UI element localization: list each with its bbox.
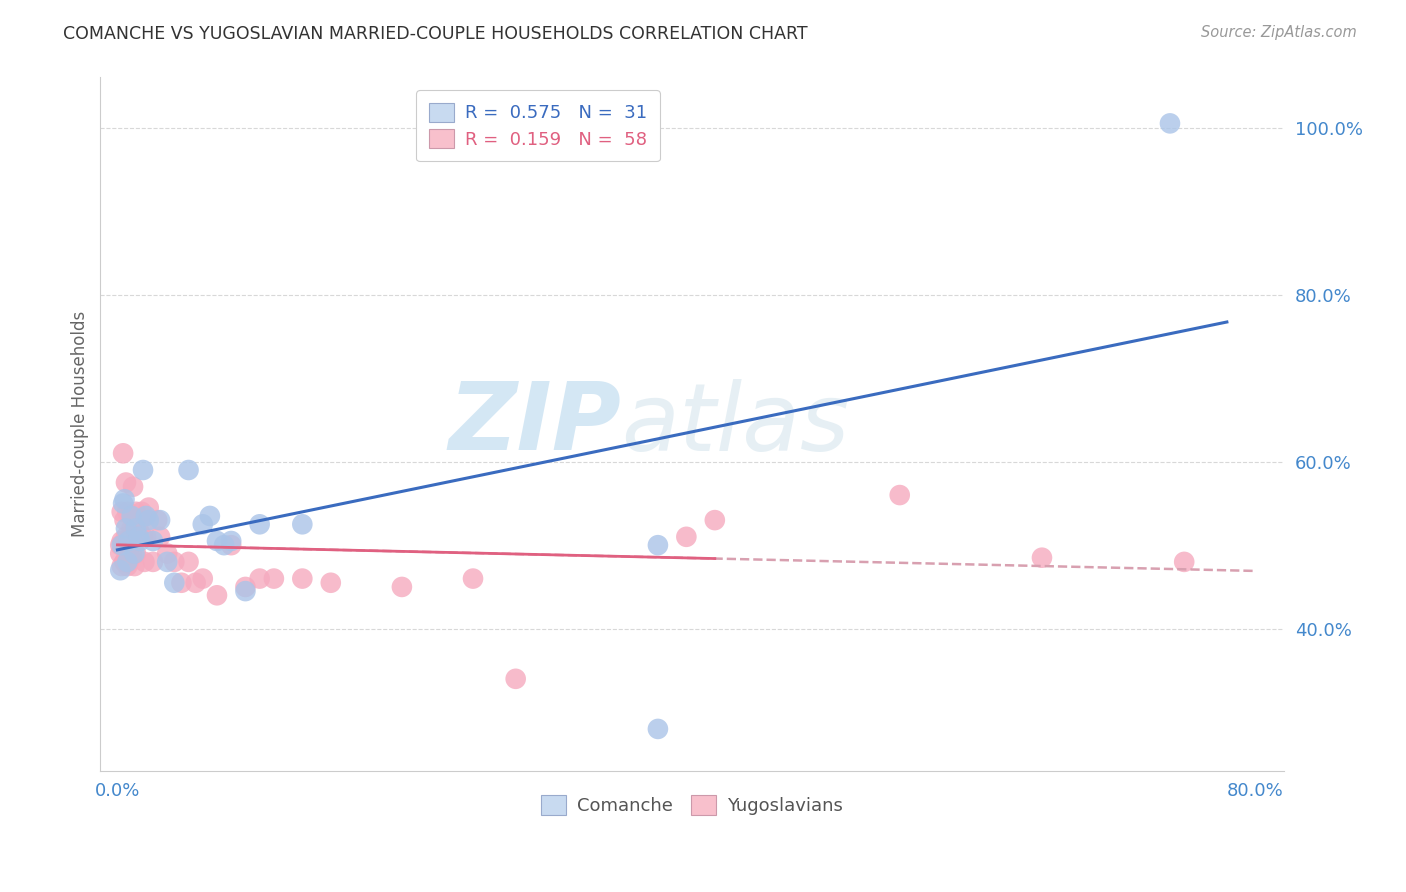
Point	[198, 508, 221, 523]
Point	[291, 572, 314, 586]
Point	[149, 513, 172, 527]
Point	[134, 555, 156, 569]
Legend: Comanche, Yugoslavians: Comanche, Yugoslavians	[531, 786, 852, 824]
Text: COMANCHE VS YUGOSLAVIAN MARRIED-COUPLE HOUSEHOLDS CORRELATION CHART: COMANCHE VS YUGOSLAVIAN MARRIED-COUPLE H…	[63, 25, 808, 43]
Point	[115, 530, 138, 544]
Point	[249, 517, 271, 532]
Point	[263, 572, 285, 586]
Point	[184, 575, 207, 590]
Point	[1159, 116, 1181, 130]
Point	[111, 505, 134, 519]
Point	[115, 475, 138, 490]
Point	[138, 513, 160, 527]
Point	[219, 538, 242, 552]
Point	[117, 547, 139, 561]
Point	[146, 513, 169, 527]
Point	[142, 555, 165, 569]
Point	[117, 559, 139, 574]
Point	[114, 555, 136, 569]
Point	[125, 521, 148, 535]
Point	[163, 575, 186, 590]
Point	[114, 492, 136, 507]
Point	[118, 547, 141, 561]
Point	[120, 530, 142, 544]
Point	[131, 505, 153, 519]
Point	[118, 555, 141, 569]
Point	[121, 508, 143, 523]
Point	[115, 521, 138, 535]
Point	[219, 534, 242, 549]
Point	[177, 463, 200, 477]
Point	[675, 530, 697, 544]
Point	[125, 505, 148, 519]
Point	[191, 572, 214, 586]
Point	[118, 534, 141, 549]
Point	[235, 580, 257, 594]
Text: ZIP: ZIP	[449, 378, 621, 470]
Point	[647, 722, 669, 736]
Point	[125, 547, 148, 561]
Point	[111, 534, 134, 549]
Point	[111, 559, 134, 574]
Point	[889, 488, 911, 502]
Point	[132, 530, 155, 544]
Point	[170, 575, 193, 590]
Point	[703, 513, 725, 527]
Point	[112, 496, 135, 510]
Point	[124, 547, 146, 561]
Text: atlas: atlas	[621, 378, 849, 469]
Point	[205, 588, 228, 602]
Point	[163, 555, 186, 569]
Point	[647, 538, 669, 552]
Point	[132, 463, 155, 477]
Point	[1031, 550, 1053, 565]
Point	[135, 530, 157, 544]
Point	[127, 513, 149, 527]
Point	[205, 534, 228, 549]
Point	[114, 555, 136, 569]
Point	[128, 521, 150, 535]
Point	[1173, 555, 1195, 569]
Point	[149, 530, 172, 544]
Point	[124, 521, 146, 535]
Point	[111, 538, 134, 552]
Point	[110, 538, 132, 552]
Point	[114, 513, 136, 527]
Point	[112, 446, 135, 460]
Y-axis label: Married-couple Households: Married-couple Households	[72, 311, 89, 537]
Point	[156, 555, 179, 569]
Point	[129, 534, 152, 549]
Point	[319, 575, 342, 590]
Point	[235, 584, 257, 599]
Point	[505, 672, 527, 686]
Point	[117, 505, 139, 519]
Point	[129, 513, 152, 527]
Point	[110, 563, 132, 577]
Point	[391, 580, 413, 594]
Point	[177, 555, 200, 569]
Point	[135, 508, 157, 523]
Point	[291, 517, 314, 532]
Point	[138, 500, 160, 515]
Point	[110, 547, 132, 561]
Point	[121, 547, 143, 561]
Text: Source: ZipAtlas.com: Source: ZipAtlas.com	[1201, 25, 1357, 40]
Point	[461, 572, 484, 586]
Point	[115, 538, 138, 552]
Point	[112, 538, 135, 552]
Point	[249, 572, 271, 586]
Point	[124, 559, 146, 574]
Point	[156, 547, 179, 561]
Point	[212, 538, 235, 552]
Point	[191, 517, 214, 532]
Point	[117, 555, 139, 569]
Point	[122, 480, 145, 494]
Point	[128, 530, 150, 544]
Point	[121, 521, 143, 535]
Point	[142, 534, 165, 549]
